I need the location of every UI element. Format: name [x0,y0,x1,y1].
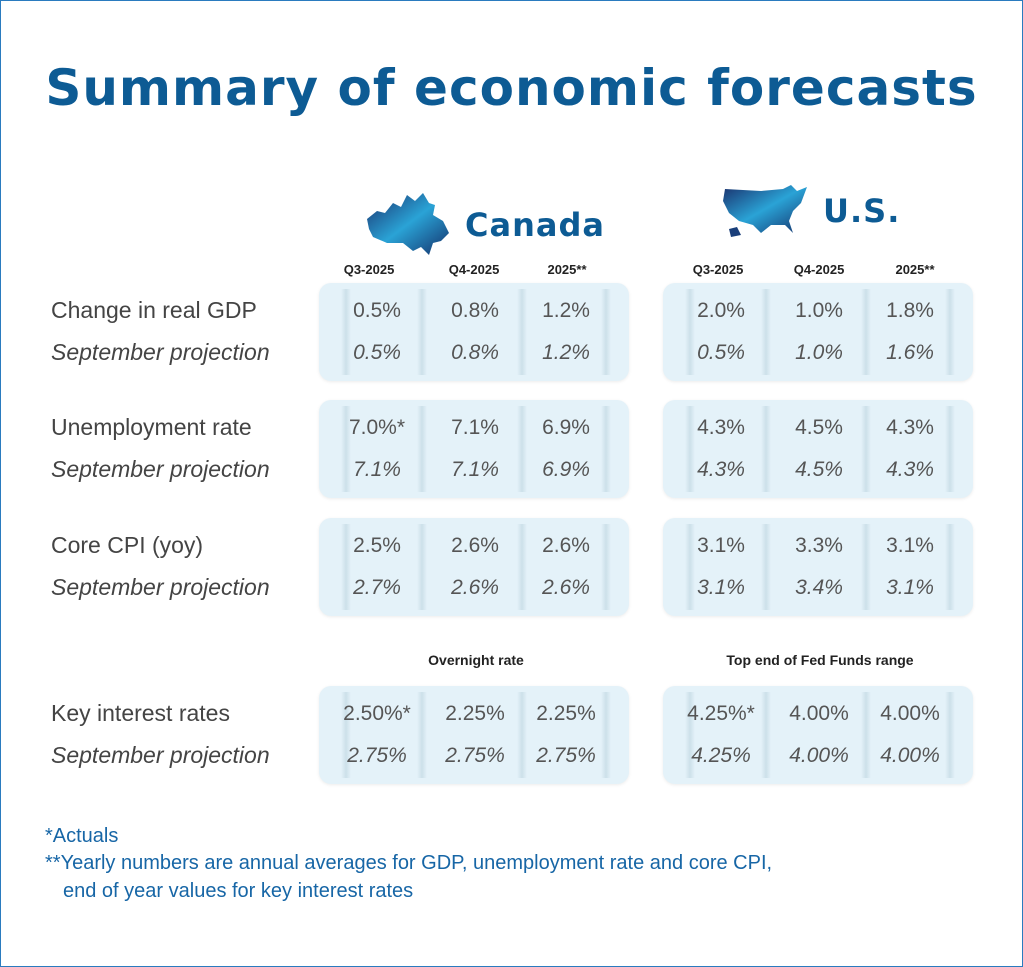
footnote: end of year values for key interest rate… [63,880,414,902]
projection-value: 3.1% [886,576,934,599]
usa-map-icon [723,185,807,237]
column-header: Q3-2025 [343,262,395,277]
current-value: 4.5% [795,416,843,439]
overnight-rate-header: Overnight rate [428,652,524,668]
projection-value: 3.1% [697,576,745,599]
projection-value: 2.75% [445,744,505,767]
projection-label: September projection [51,339,270,365]
projection-value: 4.00% [789,744,849,767]
current-value: 2.25% [445,702,505,725]
current-value: 4.3% [697,416,745,439]
projection-value: 4.3% [886,458,934,481]
projection-value: 2.75% [536,744,596,767]
footnote: **Yearly numbers are annual averages for… [45,852,773,874]
current-value: 0.8% [451,299,499,322]
current-value: 6.9% [542,416,590,439]
current-value: 2.25% [536,702,596,725]
canada-values-box: 2.50%* 2.75% 2.25% 2.75% 2.25% 2.75% [319,686,629,784]
projection-value: 2.7% [353,576,401,599]
country-name: Canada [465,206,605,244]
current-value: 2.5% [353,534,401,557]
current-value: 1.2% [542,299,590,322]
page-title: Summary of economic forecasts [45,59,978,117]
projection-value: 7.1% [353,458,401,481]
projection-value: 2.75% [347,744,407,767]
us-values-box: 4.25%* 4.25% 4.00% 4.00% 4.00% 4.00% [663,686,973,784]
projection-value: 1.6% [886,341,934,364]
canada-header: Canada [363,189,605,261]
row-label: Key interest rates [51,700,230,726]
projection-value: 4.5% [795,458,843,481]
canada-values-box: 0.5% 0.5% 0.8% 0.8% 1.2% 1.2% [319,283,629,381]
current-value: 2.0% [697,299,745,322]
projection-value: 1.2% [542,341,590,364]
projection-label: September projection [51,742,270,768]
current-value: 4.00% [880,702,940,725]
current-value: 2.6% [451,534,499,557]
current-value: 3.3% [795,534,843,557]
fed-funds-header: Top end of Fed Funds range [726,652,914,668]
projection-value: 0.5% [353,341,401,364]
projection-label: September projection [51,574,270,600]
us-values-box: 2.0% 0.5% 1.0% 1.0% 1.8% 1.6% [663,283,973,381]
us-values-box: 4.3% 4.3% 4.5% 4.5% 4.3% 4.3% [663,400,973,498]
current-value: 2.50%* [343,702,411,725]
projection-value: 4.00% [880,744,940,767]
row-label: Change in real GDP [51,297,257,323]
current-value: 3.1% [886,534,934,557]
us-header: U.S. [721,181,900,241]
current-value: 4.25%* [687,702,755,725]
footnote: *Actuals [45,825,119,847]
current-value: 4.00% [789,702,849,725]
current-value: 0.5% [353,299,401,322]
country-name: U.S. [823,192,901,230]
us-values-box: 3.1% 3.1% 3.3% 3.4% 3.1% 3.1% [663,518,973,616]
projection-value: 1.0% [795,341,843,364]
projection-value: 2.6% [542,576,590,599]
projection-label: September projection [51,456,270,482]
column-header: Q3-2025 [692,262,744,277]
current-value: 1.8% [886,299,934,322]
canada-values-box: 7.0%* 7.1% 7.1% 7.1% 6.9% 6.9% [319,400,629,498]
current-value: 3.1% [697,534,745,557]
projection-value: 7.1% [451,458,499,481]
projection-value: 4.3% [697,458,745,481]
column-header: Q4-2025 [448,262,500,277]
projection-value: 3.4% [795,576,843,599]
row-label: Unemployment rate [51,414,252,440]
current-value: 2.6% [542,534,590,557]
row-label: Core CPI (yoy) [51,532,204,558]
current-value: 7.1% [451,416,499,439]
column-header: 2025** [547,262,587,277]
current-value: 7.0%* [348,416,406,439]
column-header: Q4-2025 [793,262,845,277]
current-value: 1.0% [795,299,843,322]
projection-value: 6.9% [542,458,590,481]
projection-value: 2.6% [451,576,499,599]
canada-values-box: 2.5% 2.7% 2.6% 2.6% 2.6% 2.6% [319,518,629,616]
column-header: 2025** [895,262,935,277]
current-value: 4.3% [886,416,934,439]
projection-value: 0.5% [697,341,745,364]
projection-value: 4.25% [691,744,751,767]
projection-value: 0.8% [451,341,499,364]
canada-map-icon [367,193,449,255]
